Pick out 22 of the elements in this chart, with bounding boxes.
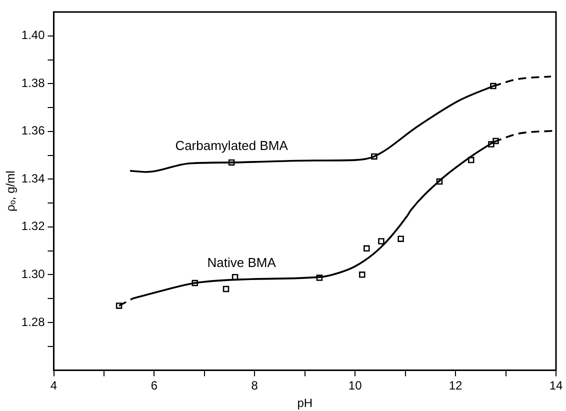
y-tick-label: 1.38 <box>21 76 46 90</box>
text: 1.30 <box>21 266 45 281</box>
x-tick-label: 14 <box>549 378 563 393</box>
y-tick-label: 1.34 <box>21 171 46 186</box>
y-tick-label: 1.32 <box>21 219 46 234</box>
point <box>222 286 230 292</box>
point <box>378 238 384 244</box>
x-tick-label: 4 <box>50 378 58 393</box>
series-label: Native BMA <box>207 255 276 270</box>
point <box>398 236 404 242</box>
x-tick-label: 12 <box>448 378 463 393</box>
text: 1.40 <box>21 28 45 42</box>
x-tick-label: 8 <box>251 378 258 393</box>
x-axis-title: pH <box>297 396 313 410</box>
point <box>364 245 370 252</box>
y-axis-title: ρₒ, g/ml <box>4 170 18 212</box>
series-label: Carbamylated BMA <box>175 138 288 154</box>
x-tick-label: 10 <box>348 378 362 393</box>
y-tick-label: 1.28 <box>21 314 46 329</box>
point <box>359 272 366 278</box>
y-tick-label: 1.36 <box>21 124 46 138</box>
x-tick-label: 6 <box>150 378 158 393</box>
